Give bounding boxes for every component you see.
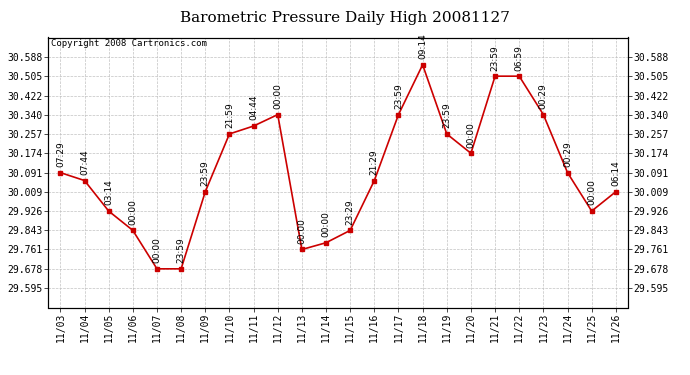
Text: 00:00: 00:00 (322, 211, 331, 237)
Text: 00:29: 00:29 (539, 83, 548, 109)
Text: 00:00: 00:00 (128, 199, 137, 225)
Text: 00:00: 00:00 (466, 122, 475, 148)
Text: 00:00: 00:00 (273, 83, 282, 109)
Text: 07:29: 07:29 (56, 141, 65, 167)
Text: 04:44: 04:44 (249, 95, 258, 120)
Text: 23:59: 23:59 (177, 237, 186, 263)
Text: 07:44: 07:44 (80, 149, 89, 175)
Text: 00:00: 00:00 (587, 180, 596, 206)
Text: 23:59: 23:59 (491, 45, 500, 70)
Text: 00:00: 00:00 (297, 218, 306, 244)
Text: 23:59: 23:59 (201, 160, 210, 186)
Text: Barometric Pressure Daily High 20081127: Barometric Pressure Daily High 20081127 (180, 11, 510, 25)
Text: 03:14: 03:14 (104, 180, 113, 206)
Text: 21:59: 21:59 (225, 103, 234, 128)
Text: 06:14: 06:14 (611, 160, 620, 186)
Text: 09:14: 09:14 (418, 33, 427, 59)
Text: 23:59: 23:59 (394, 83, 403, 109)
Text: 06:59: 06:59 (515, 45, 524, 70)
Text: 00:00: 00:00 (152, 237, 161, 263)
Text: 23:29: 23:29 (346, 199, 355, 225)
Text: 23:59: 23:59 (442, 103, 451, 128)
Text: 21:29: 21:29 (370, 149, 379, 175)
Text: 00:29: 00:29 (563, 141, 572, 167)
Text: Copyright 2008 Cartronics.com: Copyright 2008 Cartronics.com (51, 39, 207, 48)
